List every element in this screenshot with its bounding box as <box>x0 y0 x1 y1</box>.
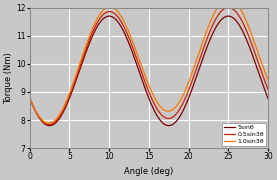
1.0sin3θ <box>266 79 270 81</box>
5sinθ <box>192 83 196 85</box>
1.0sin3θ <box>125 25 128 27</box>
0.5sin3θ <box>266 88 270 90</box>
5sinθ <box>48 125 51 127</box>
1.0sin3θ <box>53 120 56 122</box>
0.5sin3θ <box>192 76 195 78</box>
1.0sin3θ <box>47 122 50 124</box>
0.5sin3θ <box>48 123 51 126</box>
0.5sin3θ <box>214 18 217 20</box>
5sinθ <box>219 20 222 22</box>
0.5sin3θ <box>28 97 31 99</box>
5sinθ <box>125 37 128 39</box>
5sinθ <box>107 15 111 17</box>
0.5sin3θ <box>218 12 222 14</box>
X-axis label: Angle (deg): Angle (deg) <box>124 167 173 176</box>
1.0sin3θ <box>133 47 137 49</box>
5sinθ <box>53 123 56 125</box>
0.5sin3θ <box>125 31 128 33</box>
1.0sin3θ <box>218 3 222 5</box>
Legend: 5sinθ, 0.5sin3θ, 1.0sin3θ: 5sinθ, 0.5sin3θ, 1.0sin3θ <box>222 123 266 146</box>
1.0sin3θ <box>214 9 217 12</box>
0.5sin3θ <box>133 53 137 55</box>
5sinθ <box>214 26 218 28</box>
Line: 0.5sin3θ: 0.5sin3θ <box>30 7 268 125</box>
5sinθ <box>134 59 137 61</box>
0.5sin3θ <box>53 122 56 124</box>
Line: 5sinθ: 5sinθ <box>30 16 268 126</box>
0.5sin3θ <box>227 6 230 8</box>
1.0sin3θ <box>28 97 31 99</box>
5sinθ <box>266 97 270 99</box>
Line: 1.0sin3θ: 1.0sin3θ <box>30 0 268 123</box>
Y-axis label: Torque (Nm): Torque (Nm) <box>4 52 13 104</box>
1.0sin3θ <box>192 68 195 70</box>
5sinθ <box>28 97 31 99</box>
